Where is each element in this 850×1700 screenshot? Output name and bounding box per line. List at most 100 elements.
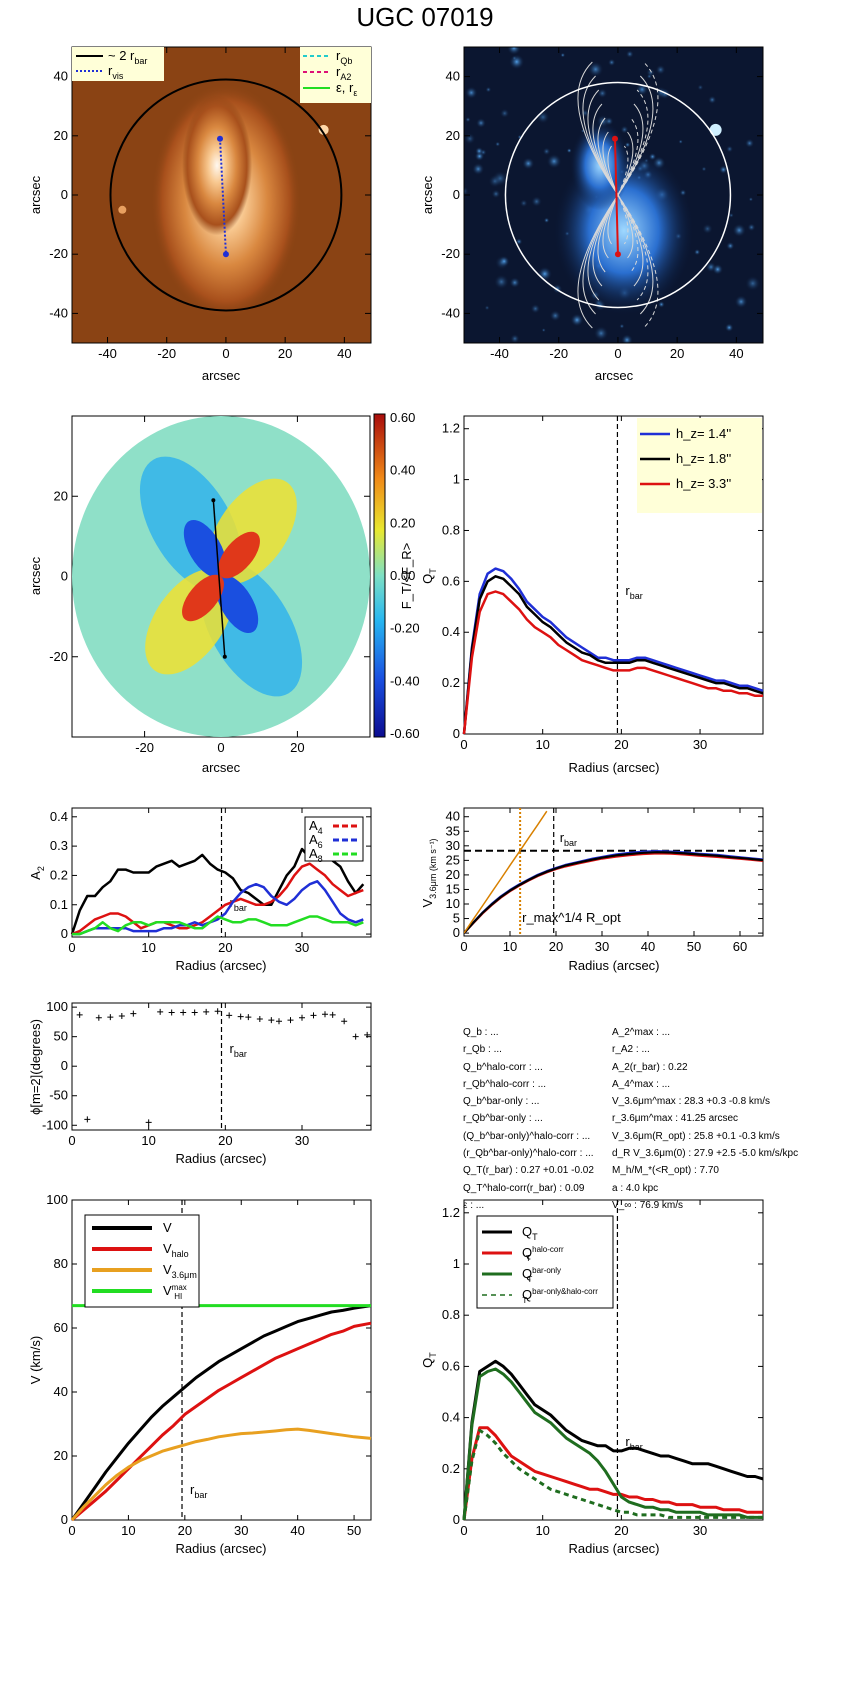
noise-blob [708, 95, 717, 104]
noise-blob [593, 326, 609, 341]
y-tick-label: 0.6 [442, 573, 460, 588]
x-tick-label: 50 [347, 1523, 361, 1538]
axes-velocity-components: 0 10 20 30 40 50 0 20 40 60 80 100 [46, 1192, 372, 1538]
contour-line [617, 194, 629, 245]
noise-blob [694, 248, 701, 256]
legend-label: h_z= 1.4'' [676, 426, 731, 441]
y-tick-label: 0 [453, 187, 460, 202]
noise-blob [619, 323, 625, 329]
phase-point [237, 1013, 244, 1020]
y-tick-label: 20 [446, 128, 460, 143]
y-tick-label: 5 [453, 911, 460, 926]
phase-point [256, 1015, 263, 1022]
noise-blob [509, 277, 521, 288]
info-line: A_4^max : ... [612, 1078, 671, 1090]
legend-label: Qbar-only T [522, 1266, 561, 1284]
noise-blob [608, 58, 616, 67]
y-tick-label: 50 [54, 1029, 68, 1044]
y-tick-label: 40 [446, 809, 460, 824]
noise-blob [476, 118, 486, 128]
y-tick-label: 0 [61, 569, 68, 584]
series-group-qt-profiles: rbar [462, 416, 764, 735]
contour-line [577, 194, 619, 329]
x-tick-label: 40 [641, 939, 655, 954]
bar-endpoint [211, 498, 216, 503]
phase-point [76, 1011, 83, 1018]
info-line: ε : ... [463, 1199, 485, 1211]
y-tick-label: -20 [441, 246, 460, 261]
x-tick-label: 60 [733, 939, 747, 954]
y-tick-label: 0 [453, 925, 460, 940]
phase-point [310, 1012, 317, 1019]
info-line: r_A2 : ... [612, 1044, 650, 1056]
x-tick-label: 20 [290, 740, 304, 755]
y-axis-label: A2 [28, 866, 46, 880]
legend-qt-corrected: QT Qhalo-corr T Qbar-only T Qbar-only&halo-co… [476, 1215, 614, 1309]
info-line: V_3.6μm(R_opt) : 25.8 +0.1 -0.3 km/s [612, 1130, 780, 1142]
y-tick-label: 20 [54, 488, 68, 503]
x-axis-label: Radius (arcsec) [568, 760, 659, 775]
x-tick-label: -20 [135, 740, 154, 755]
y-tick-label: -100 [42, 1117, 68, 1132]
series-group-rotation: rbar r_max^1/4 R_opt [464, 808, 763, 936]
y-tick-label: 0 [453, 1512, 460, 1527]
phase-point [95, 1014, 102, 1021]
field-core [218, 531, 260, 579]
phase-point [180, 1009, 187, 1016]
x-axis-label: arcsec [202, 760, 241, 775]
colorbar-tick-label: -0.40 [390, 673, 420, 688]
series-blue [462, 567, 764, 735]
y-tick-label: 0.4 [442, 1410, 460, 1425]
series-group-qt-corrected: rbar [462, 1200, 764, 1521]
x-tick-label: 0 [460, 1523, 467, 1538]
colorbar-tick-label: 0.60 [390, 410, 415, 425]
x-tick-label: 10 [141, 940, 155, 955]
x-tick-label: 10 [141, 1133, 155, 1148]
y-tick-label: 0.8 [442, 522, 460, 537]
noise-blob [464, 133, 476, 145]
noise-blob [507, 47, 521, 55]
colorbar-tick-label: 0.00 [390, 568, 415, 583]
phase-point [329, 1011, 336, 1018]
x-tick-label: 0 [614, 346, 621, 361]
legend-label: A4 [309, 818, 323, 836]
phase-point [84, 1116, 91, 1123]
phase-point [157, 1008, 164, 1015]
plot-frame [463, 415, 764, 735]
y-tick-label: 0.3 [50, 838, 68, 853]
noise-blob [536, 110, 550, 124]
noise-blob [570, 313, 584, 327]
info-line: r_3.6μm^max : 41.25 arcsec [612, 1113, 739, 1125]
info-line: Q_b : ... [463, 1027, 499, 1038]
noise-blob [509, 54, 525, 70]
y-tick-label: 35 [446, 823, 460, 838]
legend-label: A6 [309, 832, 323, 850]
noise-blob [541, 328, 546, 333]
x-tick-label: 50 [687, 939, 701, 954]
x-axis-label: Radius (arcsec) [568, 1541, 659, 1556]
y-tick-label: 1 [453, 472, 460, 487]
star-spot [318, 124, 329, 135]
noise-blob [500, 108, 510, 119]
y-tick-label: 40 [54, 1384, 68, 1399]
aperture-circle [504, 81, 732, 309]
info-line: Q_b^halo-corr : ... [463, 1061, 543, 1073]
colorbar-tick-label: 0.20 [390, 515, 415, 530]
noise-blob [491, 189, 501, 199]
x-tick-label: -40 [490, 346, 509, 361]
y-axis-label: QT [420, 1352, 438, 1368]
info-line: (r_Qb^bar-only)^halo-corr : ... [463, 1148, 594, 1160]
series-green [72, 915, 364, 936]
x-axis-label: arcsec [202, 368, 241, 383]
plot-frame [463, 1199, 764, 1521]
x-tick-label: 30 [295, 1133, 309, 1148]
x-axis-label: Radius (arcsec) [175, 1541, 266, 1556]
x-tick-label: 30 [234, 1523, 248, 1538]
phase-point [299, 1014, 305, 1021]
y-tick-label: 100 [46, 1192, 68, 1207]
series-darkorange [464, 810, 548, 934]
axes-qt-corrected: 0 10 20 30 0 0.2 0.4 0.6 0.8 1 1.2 [442, 1199, 764, 1538]
y-tick-label: 0 [61, 187, 68, 202]
